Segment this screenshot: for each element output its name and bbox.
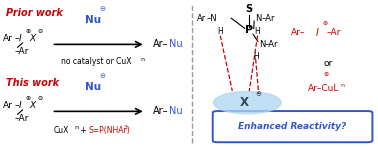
Text: I: I [19, 101, 22, 110]
Text: Prior work: Prior work [6, 8, 63, 18]
Text: –Ar: –Ar [15, 114, 29, 123]
Text: –Ar: –Ar [265, 40, 279, 49]
FancyBboxPatch shape [213, 111, 372, 142]
Text: Ar–: Ar– [153, 39, 169, 49]
Text: X: X [240, 96, 249, 109]
Ellipse shape [214, 91, 281, 114]
Text: ⊖: ⊖ [37, 96, 42, 101]
Text: N: N [255, 14, 261, 23]
Text: ⊕: ⊕ [323, 72, 328, 77]
Text: I: I [19, 34, 22, 43]
Text: CuX: CuX [53, 126, 69, 135]
Text: H: H [217, 27, 223, 36]
Text: This work: This work [6, 78, 59, 88]
Text: S=P(NHAr): S=P(NHAr) [89, 126, 130, 135]
Text: or: or [324, 59, 333, 68]
Text: Ar–: Ar– [153, 106, 169, 116]
Text: –N: –N [207, 14, 217, 23]
Text: Nu: Nu [85, 15, 101, 25]
Text: Ar: Ar [3, 101, 12, 110]
Text: I: I [316, 28, 319, 38]
Text: Ar: Ar [197, 14, 206, 23]
Text: –: – [15, 34, 20, 43]
Text: +: + [78, 126, 90, 135]
Text: ⊕: ⊕ [322, 21, 327, 26]
Text: ⊖: ⊖ [99, 73, 105, 79]
Text: n: n [341, 83, 345, 88]
Text: H: H [253, 52, 259, 61]
Text: ⊖: ⊖ [256, 91, 262, 97]
Text: Nu: Nu [169, 39, 183, 49]
Text: ⊕: ⊕ [25, 29, 30, 34]
Text: X: X [30, 34, 36, 43]
Text: N: N [259, 40, 265, 49]
Text: Nu: Nu [169, 106, 183, 116]
Text: ⊖: ⊖ [99, 6, 105, 12]
Text: n: n [140, 57, 144, 62]
Text: no catalyst or CuX: no catalyst or CuX [62, 57, 132, 66]
Text: n: n [74, 125, 79, 130]
Text: 3: 3 [124, 125, 127, 130]
Text: –Ar: –Ar [261, 14, 275, 23]
Text: ⊕: ⊕ [25, 96, 30, 101]
Text: Enhanced Reactivity?: Enhanced Reactivity? [239, 122, 347, 131]
Text: –: – [15, 101, 20, 110]
Text: H: H [255, 27, 260, 36]
Text: Ar–: Ar– [291, 28, 306, 37]
Text: X: X [30, 101, 36, 110]
Text: –Ar: –Ar [15, 47, 29, 56]
Text: Ar–CuL: Ar–CuL [308, 83, 339, 93]
Text: P: P [245, 25, 253, 35]
Text: ⊖: ⊖ [37, 29, 42, 34]
Text: Nu: Nu [85, 82, 101, 92]
Text: Ar: Ar [3, 34, 12, 43]
Text: –Ar: –Ar [327, 28, 341, 37]
Text: S: S [246, 4, 253, 14]
